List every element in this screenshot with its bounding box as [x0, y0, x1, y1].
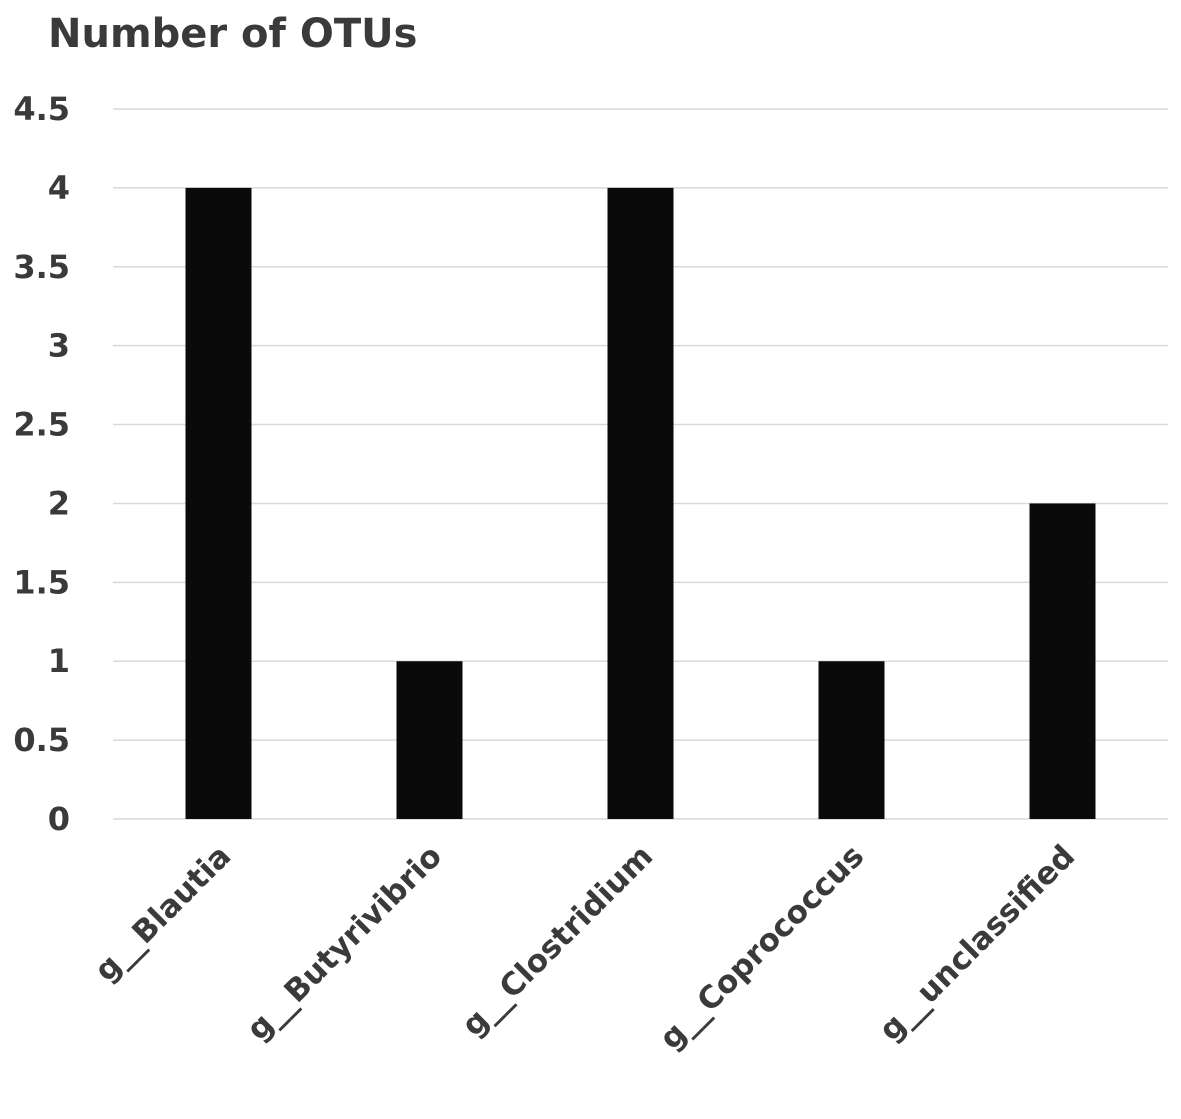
x-tick-label: g__Blautia — [88, 838, 238, 988]
y-tick-label: 3.5 — [13, 248, 70, 286]
bar-g-blautia — [185, 187, 252, 819]
y-tick-label: 0.5 — [13, 721, 70, 759]
y-tick-label: 1.5 — [13, 563, 70, 601]
bar-g-clostridium — [607, 187, 674, 819]
x-tick-label: g__Clostridium — [455, 838, 660, 1043]
bars — [185, 187, 1096, 819]
y-tick-label: 4.5 — [13, 90, 70, 128]
y-axis-ticks: 0 0.5 1 1.5 2 2.5 3 3.5 4 4.5 — [13, 90, 70, 838]
y-tick-label: 4 — [48, 169, 70, 207]
bar-g-butyrivibrio — [396, 661, 463, 819]
bar-g-coprococcus — [818, 661, 885, 819]
x-axis-ticks: g__Blautia g__Butyrivibrio g__Clostridiumg… — [88, 838, 1082, 1056]
x-tick-label: g__Coprococcus — [653, 838, 871, 1056]
x-tick-label: g__unclassified — [872, 838, 1082, 1048]
y-tick-label: 2.5 — [13, 406, 70, 444]
x-tick-label: g__Butyrivibrio — [240, 838, 449, 1047]
chart-title: Number of OTUs — [48, 11, 417, 57]
y-tick-label: 1 — [48, 642, 70, 680]
bar-g-unclassified — [1029, 503, 1096, 819]
y-tick-label: 2 — [48, 484, 70, 522]
y-tick-label: 0 — [48, 800, 70, 838]
y-tick-label: 3 — [48, 327, 70, 365]
